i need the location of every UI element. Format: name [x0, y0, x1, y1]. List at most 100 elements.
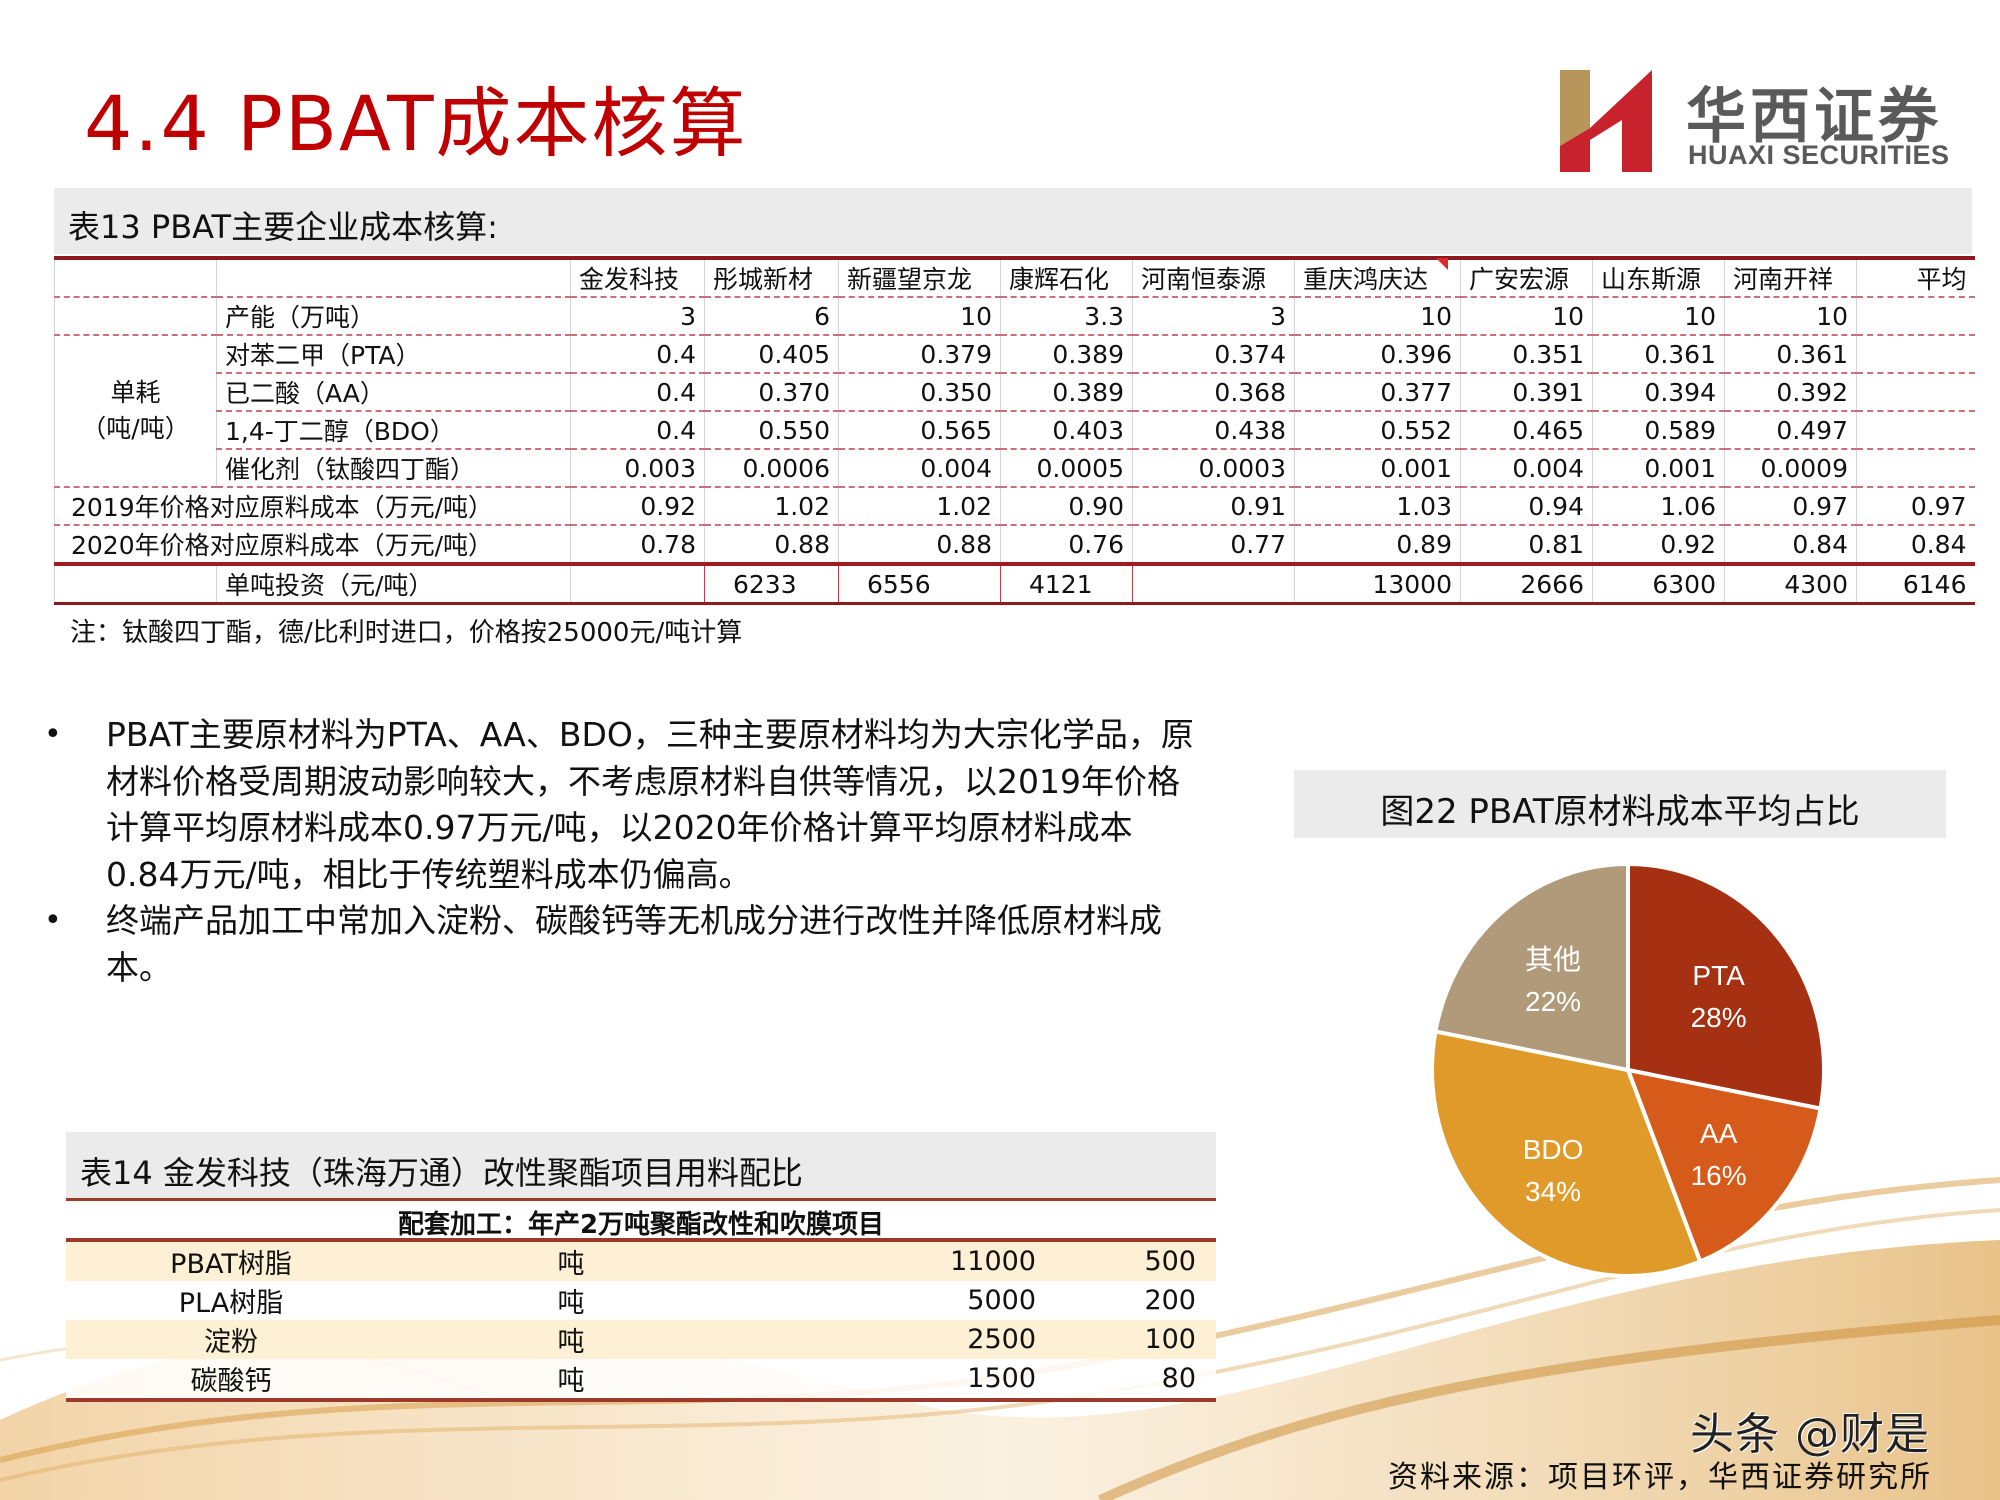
cell: 0.004	[838, 449, 1001, 488]
pie-percent: 16%	[1691, 1160, 1747, 1191]
company-header: 广安宏源	[1460, 256, 1593, 298]
table-row-capacity: 产能（万吨） 3 6 10 3.3 3 10 10 10 10	[54, 297, 1975, 336]
cell: 0.0006	[704, 449, 839, 488]
cost-table: 金发科技 彤城新材 新疆望京龙 康辉石化 河南恒泰源 重庆鸿庆达 广安宏源 山东…	[54, 256, 1975, 605]
company-header: 新疆望京龙	[838, 256, 1001, 298]
cell: 0.350	[838, 373, 1001, 412]
cell: 0.4	[570, 373, 705, 412]
table14-caption-bar: 表14 金发科技（珠海万通）改性聚酯项目用料配比	[66, 1132, 1216, 1198]
material-ratio: 100	[1096, 1320, 1216, 1359]
cell: 0.377	[1294, 373, 1461, 412]
cell: 0.391	[1460, 373, 1593, 412]
cell: 1.03	[1294, 487, 1461, 526]
material-unit: 吨	[396, 1281, 746, 1320]
cell: 0.0009	[1724, 449, 1857, 488]
cell: 0.89	[1294, 525, 1461, 564]
company-header: 山东斯源	[1592, 256, 1725, 298]
material-ratio-table: PBAT树脂 吨 11000 500 PLA树脂 吨 5000 200 淀粉 吨…	[66, 1242, 1216, 1398]
huaxi-logo: 华西证券 HUAXI SECURITIES	[1560, 68, 1960, 178]
table-row-investment: 单吨投资（元/吨） 6233 6556 4121 13000 2666 6300…	[54, 562, 1975, 605]
pie-label: AA	[1700, 1118, 1738, 1149]
cell-average	[1856, 373, 1975, 412]
average-header: 平均	[1856, 256, 1975, 298]
cell: 0.351	[1460, 335, 1593, 374]
chart-caption-bar: 图22 PBAT原材料成本平均占比	[1294, 770, 1946, 838]
cell: 3	[1132, 297, 1295, 336]
cell: 0.550	[704, 411, 839, 450]
row-group-blank	[54, 562, 217, 605]
watermark: 头条 @财是	[1690, 1409, 1930, 1460]
logo-chinese-name: 华西证券	[1686, 82, 1942, 152]
cell: 0.78	[570, 525, 705, 564]
cell: 0.370	[704, 373, 839, 412]
cell: 10	[1294, 297, 1461, 336]
pie-percent: 22%	[1525, 986, 1581, 1017]
cell: 0.403	[1000, 411, 1133, 450]
cell: 0.88	[838, 525, 1001, 564]
cell: 10	[1724, 297, 1857, 336]
cell: 6300	[1592, 562, 1725, 605]
table13-caption-bar: 表13 PBAT主要企业成本核算:	[54, 188, 1972, 254]
cell: 1.02	[704, 487, 839, 526]
cell: 0.389	[1000, 373, 1133, 412]
divider	[66, 1398, 1216, 1402]
header-blank	[216, 256, 571, 298]
cell: 0.379	[838, 335, 1001, 374]
cell: 3.3	[1000, 297, 1133, 336]
cell: 3	[570, 297, 705, 336]
bullet-text: 终端产品加工中常加入淀粉、碳酸钙等无机成分进行改性并降低原材料成本。	[106, 901, 1162, 987]
cell: 0.91	[1132, 487, 1295, 526]
material-name: 碳酸钙	[66, 1359, 396, 1398]
source-note: 资料来源：项目环评，华西证券研究所	[1388, 1460, 1932, 1495]
company-header: 重庆鸿庆达	[1294, 256, 1461, 298]
row-label: 单吨投资（元/吨）	[216, 562, 571, 605]
company-header: 彤城新材	[704, 256, 839, 298]
cell: 0.004	[1460, 449, 1593, 488]
cell: 0.88	[704, 525, 839, 564]
company-header: 河南开祥	[1724, 256, 1857, 298]
row-group-unit-consumption: 单耗 （吨/吨）	[54, 335, 217, 488]
cell: 1.02	[838, 487, 1001, 526]
cell: 0.497	[1724, 411, 1857, 450]
pie-chart: PTA 28% AA 16% BDO 34% 其他 22%	[1430, 861, 1826, 1278]
cell: 0.589	[1592, 411, 1725, 450]
cell-average: 0.84	[1856, 525, 1975, 564]
cell: 0.565	[838, 411, 1001, 450]
material-qty: 2500	[746, 1320, 1096, 1359]
cell: 0.0003	[1132, 449, 1295, 488]
divider	[66, 1198, 1216, 1201]
cell: 0.552	[1294, 411, 1461, 450]
table-row: PLA树脂 吨 5000 200	[66, 1281, 1216, 1320]
cell: 0.396	[1294, 335, 1461, 374]
material-unit: 吨	[396, 1359, 746, 1398]
cell: 0.90	[1000, 487, 1133, 526]
material-name: PBAT树脂	[66, 1242, 396, 1281]
cell: 4121	[1000, 562, 1133, 605]
page-title: 4.4 PBAT成本核算	[84, 79, 748, 168]
table-row: 淀粉 吨 2500 100	[66, 1320, 1216, 1359]
cell: 0.368	[1132, 373, 1295, 412]
logo-english-name: HUAXI SECURITIES	[1688, 140, 1950, 170]
pie-slice-其他	[1433, 861, 1630, 1073]
material-qty: 11000	[746, 1242, 1096, 1281]
row-label: 催化剂（钛酸四丁酯）	[216, 449, 571, 488]
bullet-dot-icon: •	[44, 903, 62, 938]
cell-average	[1856, 411, 1975, 450]
cell: 0.003	[570, 449, 705, 488]
table-row: 碳酸钙 吨 1500 80	[66, 1359, 1216, 1398]
material-ratio: 500	[1096, 1242, 1216, 1281]
material-name: 淀粉	[66, 1320, 396, 1359]
row-label: 对苯二甲（PTA）	[216, 335, 571, 374]
material-ratio: 80	[1096, 1359, 1216, 1398]
table-row-bdo: 1,4-丁二醇（BDO） 0.4 0.550 0.565 0.403 0.438…	[55, 411, 1975, 450]
pie-slice-pta	[1626, 861, 1826, 1111]
table13-note: 注：钛酸四丁酯，德/比利时进口，价格按25000元/吨计算	[70, 618, 743, 648]
material-name: PLA树脂	[66, 1281, 396, 1320]
cell: 0.361	[1724, 335, 1857, 374]
cell: 13000	[1294, 562, 1461, 605]
table14-subheader: 配套加工：年产2万吨聚酯改性和吹膜项目	[397, 1210, 885, 1240]
material-ratio: 200	[1096, 1281, 1216, 1320]
row-label: 1,4-丁二醇（BDO）	[216, 411, 571, 450]
cell: 0.361	[1592, 335, 1725, 374]
cell-average: 6146	[1856, 562, 1975, 605]
